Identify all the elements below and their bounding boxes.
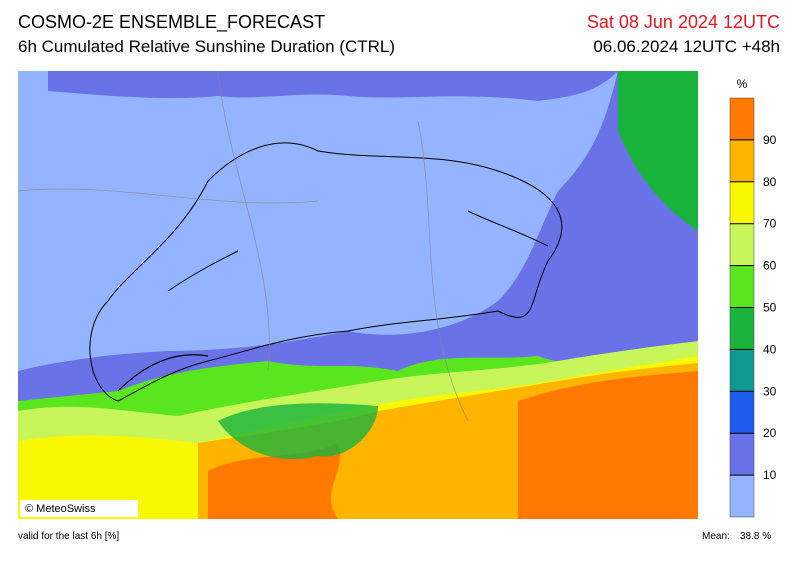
- region-orange-se: [518, 371, 698, 519]
- lake-geneva: [117, 354, 209, 392]
- colorbar-tick-label: 60: [763, 259, 777, 273]
- admin-lines: [18, 71, 469, 422]
- region-northeast: [618, 71, 698, 231]
- credit-box: [20, 500, 138, 517]
- colorbar-tick-label: 90: [763, 133, 777, 147]
- subtitle: 6h Cumulated Relative Sunshine Duration …: [18, 37, 396, 56]
- colorbar: % 10 20 30 40 50 60 70 80 90: [729, 77, 777, 518]
- colorbar-segment: [729, 139, 755, 183]
- colorbar-tick-label: 20: [763, 426, 777, 440]
- colorbar-tick-label: 40: [763, 342, 777, 356]
- region-valais: [218, 403, 378, 460]
- region-north: [48, 71, 618, 101]
- footer-note: valid for the last 6h [%]: [18, 531, 120, 542]
- lake-constance: [467, 210, 549, 247]
- colorbar-tick-label: 30: [763, 384, 777, 398]
- title: COSMO-2E ENSEMBLE_FORECAST: [18, 12, 326, 32]
- border: [89, 142, 563, 402]
- credit: © MeteoSwiss: [25, 503, 96, 515]
- colorbar-segment: [729, 181, 755, 224]
- colorbar-tick-label: 80: [763, 175, 777, 189]
- colorbar-segment: [729, 265, 755, 308]
- colorbar-segment: [729, 391, 755, 434]
- colorbar-segment: [729, 432, 755, 476]
- colorbar-tick-label: 50: [763, 301, 777, 315]
- mean-label: Mean:: [702, 531, 730, 542]
- colorbar-tick-label: 10: [763, 468, 777, 482]
- map: © MeteoSwiss: [18, 71, 698, 519]
- colorbar-segment: [729, 307, 755, 350]
- lake-neuchatel: [167, 250, 239, 292]
- mean-value: 38.8 %: [740, 531, 772, 542]
- region-clear-blue: [18, 71, 618, 371]
- colorbar-segment: [729, 97, 755, 141]
- region-orange-sw: [208, 443, 341, 519]
- colorbar-unit: %: [737, 77, 748, 91]
- colorbar-segment: [729, 349, 755, 392]
- colorbar-segment: [729, 474, 755, 518]
- colorbar-tick-label: 70: [763, 217, 777, 231]
- valid-time: Sat 08 Jun 2024 12UTC: [586, 12, 780, 32]
- colorbar-segment: [729, 223, 755, 266]
- run-time: 06.06.2024 12UTC +48h: [593, 37, 780, 56]
